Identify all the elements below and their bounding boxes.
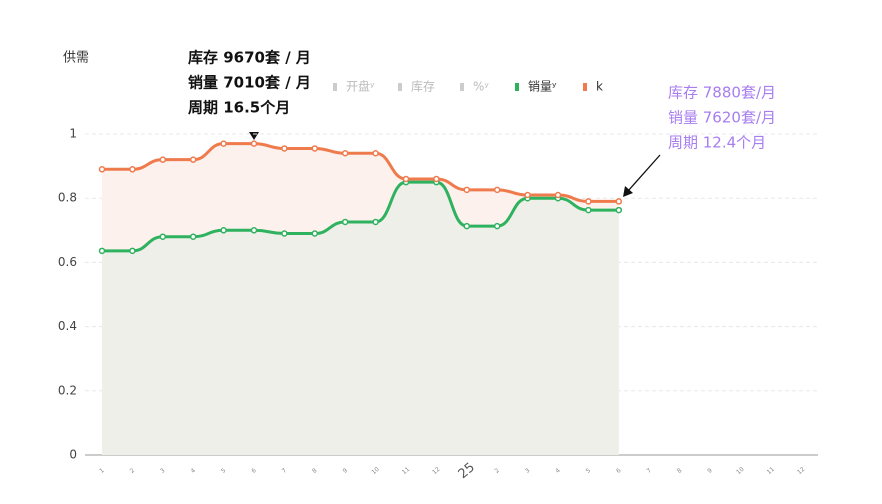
point <box>554 191 562 199</box>
x-tick-label: 4 <box>554 467 562 475</box>
point <box>463 222 471 230</box>
x-tick-label: 8 <box>311 467 319 475</box>
point <box>98 247 106 255</box>
point <box>493 222 501 230</box>
arrow-head <box>623 186 633 197</box>
legend-marker <box>398 83 402 91</box>
x-tick-label: 4 <box>189 467 197 475</box>
point <box>463 186 471 194</box>
annotation-line: 库存 9670套 / 月 <box>188 49 311 67</box>
point <box>250 140 258 147</box>
annotation-line: 周期 12.4个月 <box>668 134 766 152</box>
y-axis-label: 供需 <box>63 51 89 66</box>
point <box>159 233 167 240</box>
point <box>585 198 592 205</box>
point <box>341 218 349 226</box>
y-tick-label: 0 <box>69 448 77 462</box>
point <box>129 247 136 255</box>
arrow-line <box>627 154 661 192</box>
x-tick-label: 7 <box>645 467 653 475</box>
point <box>524 191 531 199</box>
x-tick-label: 9 <box>341 467 349 475</box>
x-tick-label: 25 <box>456 460 478 482</box>
point <box>493 186 501 194</box>
legend-marker <box>333 83 337 91</box>
marker-triangle <box>249 132 259 140</box>
y-tick-label: 0.6 <box>58 255 77 269</box>
x-tick-label: 10 <box>735 466 745 476</box>
point <box>311 145 319 152</box>
x-tick-label: 7 <box>281 467 289 475</box>
legend-label: %ʸ <box>473 80 489 94</box>
legend-marker <box>583 83 587 91</box>
legend-label: 库存 <box>411 79 435 94</box>
x-tick-label: 3 <box>159 467 167 475</box>
point <box>220 140 227 147</box>
x-tick-label: 11 <box>766 466 776 476</box>
point <box>281 230 288 237</box>
point <box>585 206 592 214</box>
point <box>189 233 197 240</box>
annotation-line: 库存 7880套/月 <box>668 84 776 102</box>
x-tick-label: 6 <box>615 467 623 475</box>
point <box>615 206 623 214</box>
point <box>372 150 379 157</box>
legend-label: 开盘ʸ <box>346 79 375 94</box>
point <box>433 175 440 183</box>
x-tick-label: 10 <box>370 466 380 476</box>
point <box>98 166 106 173</box>
x-tick-label: 12 <box>796 466 806 476</box>
point <box>129 166 136 173</box>
legend-marker <box>460 83 464 91</box>
point <box>341 150 349 157</box>
point <box>402 175 410 183</box>
annotation-line: 销量 7010套 / 月 <box>188 74 311 92</box>
x-tick-label: 5 <box>585 467 593 475</box>
point <box>615 198 623 205</box>
x-tick-label: 12 <box>431 466 441 476</box>
point <box>159 156 167 163</box>
point <box>220 227 227 234</box>
annotation-line: 销量 7620套/月 <box>668 109 776 127</box>
y-tick-label: 1 <box>69 127 77 141</box>
point <box>250 227 258 234</box>
point <box>189 156 197 163</box>
x-tick-label: 2 <box>493 467 501 475</box>
legend-label: 销量ʸ <box>528 80 557 94</box>
x-tick-label: 1 <box>98 467 106 475</box>
x-tick-label: 2 <box>129 467 137 475</box>
x-tick-label: 3 <box>524 467 532 475</box>
x-tick-label: 11 <box>401 466 411 476</box>
x-tick-label: 6 <box>250 467 258 475</box>
x-tick-label: 9 <box>706 467 714 475</box>
y-tick-label: 0.2 <box>58 383 77 397</box>
y-tick-label: 0.8 <box>58 191 77 205</box>
legend-label: k <box>596 80 603 94</box>
y-tick-label: 0.4 <box>58 319 77 333</box>
point <box>372 218 379 226</box>
point <box>281 145 288 152</box>
line <box>102 142 619 203</box>
x-tick-label: 8 <box>676 467 684 475</box>
area <box>102 182 619 455</box>
annotation-line: 周期 16.5个月 <box>188 99 290 117</box>
legend-marker <box>515 83 519 91</box>
x-tick-label: 5 <box>220 467 228 475</box>
point <box>311 230 319 237</box>
